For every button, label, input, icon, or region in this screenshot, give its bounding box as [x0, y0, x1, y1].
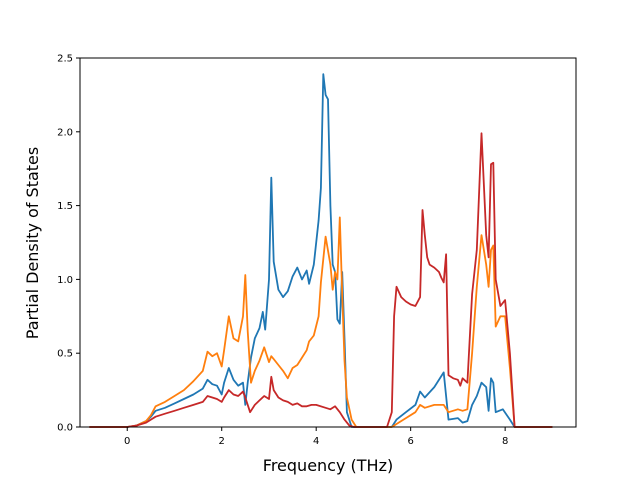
series-line-2 — [89, 216, 553, 428]
y-tick-label: 1.5 — [57, 201, 73, 212]
series-line-1 — [89, 73, 553, 428]
y-tick-label: 0.0 — [57, 423, 73, 434]
y-tick-label: 2.5 — [57, 54, 73, 65]
x-axis-label: Frequency (THz) — [263, 456, 393, 475]
y-tick-label: 1.0 — [57, 275, 73, 286]
y-tick-label: 2.0 — [57, 127, 73, 138]
plot-frame — [79, 57, 577, 428]
y-tick-label: 0.5 — [57, 349, 73, 360]
series-line-3 — [89, 132, 553, 428]
x-axis: 0 2 4 6 8 — [124, 427, 508, 447]
x-tick-label: 4 — [313, 436, 319, 447]
y-axis: 0.0 0.5 1.0 1.5 2.0 2.5 — [57, 54, 80, 434]
x-tick-label: 2 — [219, 436, 225, 447]
y-axis-label: Partial Density of States — [23, 147, 42, 339]
x-tick-label: 0 — [124, 436, 130, 447]
x-tick-label: 6 — [407, 436, 413, 447]
x-tick-label: 8 — [502, 436, 508, 447]
series-layer — [89, 73, 553, 428]
